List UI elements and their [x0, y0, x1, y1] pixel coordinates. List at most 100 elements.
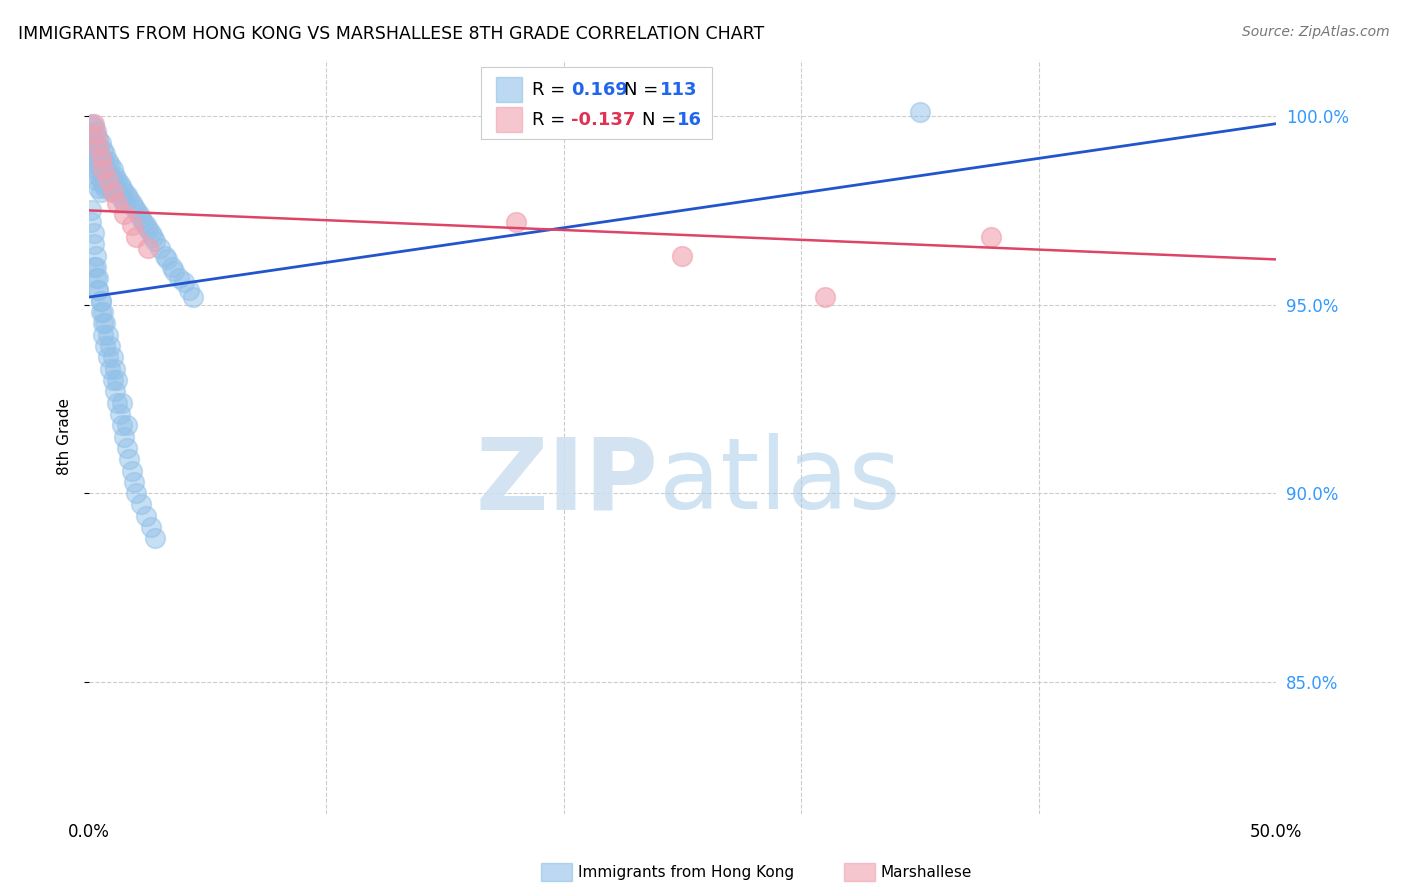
- Point: [83, 117, 105, 131]
- Point: [114, 429, 136, 443]
- Point: [105, 373, 128, 387]
- Point: [90, 151, 112, 165]
- Point: [136, 222, 159, 236]
- Point: [104, 181, 127, 195]
- Point: [84, 260, 107, 274]
- Point: [87, 169, 110, 184]
- Point: [84, 271, 107, 285]
- Text: 16: 16: [676, 111, 702, 129]
- Point: [163, 263, 186, 277]
- Point: [139, 520, 162, 534]
- Point: [90, 293, 112, 308]
- Text: Marshallese: Marshallese: [880, 865, 972, 880]
- Text: atlas: atlas: [659, 434, 900, 531]
- Point: [122, 200, 145, 214]
- Point: [143, 234, 166, 248]
- Point: [105, 173, 128, 187]
- Point: [90, 151, 112, 165]
- FancyBboxPatch shape: [496, 78, 522, 103]
- Point: [173, 275, 195, 289]
- Point: [83, 154, 105, 169]
- Text: R =: R =: [531, 81, 571, 99]
- Point: [87, 181, 110, 195]
- Point: [83, 237, 105, 252]
- Point: [101, 161, 124, 176]
- Point: [94, 317, 117, 331]
- Point: [129, 498, 152, 512]
- Point: [118, 452, 141, 467]
- Text: N =: N =: [624, 81, 658, 99]
- Point: [80, 203, 103, 218]
- Text: Source: ZipAtlas.com: Source: ZipAtlas.com: [1241, 25, 1389, 39]
- Text: -0.137: -0.137: [571, 111, 636, 129]
- Point: [114, 207, 136, 221]
- Point: [121, 195, 143, 210]
- FancyBboxPatch shape: [481, 67, 713, 139]
- Text: ZIP: ZIP: [475, 434, 659, 531]
- Point: [97, 177, 120, 191]
- Point: [125, 486, 148, 500]
- Point: [122, 475, 145, 489]
- Point: [505, 215, 527, 229]
- Point: [105, 395, 128, 409]
- Point: [87, 283, 110, 297]
- Point: [115, 418, 138, 433]
- Point: [153, 249, 176, 263]
- Point: [121, 219, 143, 233]
- Point: [105, 185, 128, 199]
- Point: [90, 185, 112, 199]
- Point: [104, 361, 127, 376]
- Point: [114, 185, 136, 199]
- Point: [97, 351, 120, 365]
- Point: [101, 185, 124, 199]
- Point: [136, 241, 159, 255]
- Point: [98, 158, 121, 172]
- Point: [129, 211, 152, 225]
- Point: [132, 215, 155, 229]
- Point: [97, 173, 120, 187]
- Point: [671, 249, 693, 263]
- Point: [105, 195, 128, 210]
- Point: [84, 173, 107, 187]
- Point: [91, 143, 114, 157]
- Point: [97, 154, 120, 169]
- Point: [149, 241, 172, 255]
- Point: [114, 195, 136, 210]
- Point: [111, 395, 134, 409]
- Point: [94, 181, 117, 195]
- Point: [91, 177, 114, 191]
- Y-axis label: 8th Grade: 8th Grade: [58, 398, 72, 475]
- Point: [83, 136, 105, 150]
- Point: [90, 305, 112, 319]
- Point: [84, 128, 107, 142]
- Point: [91, 305, 114, 319]
- Point: [111, 192, 134, 206]
- Point: [101, 373, 124, 387]
- Point: [156, 252, 179, 267]
- Point: [142, 229, 165, 244]
- Point: [135, 219, 157, 233]
- Point: [91, 166, 114, 180]
- Point: [98, 361, 121, 376]
- Text: IMMIGRANTS FROM HONG KONG VS MARSHALLESE 8TH GRADE CORRELATION CHART: IMMIGRANTS FROM HONG KONG VS MARSHALLESE…: [18, 25, 765, 43]
- Point: [111, 181, 134, 195]
- Point: [90, 173, 112, 187]
- Point: [104, 169, 127, 184]
- Point: [101, 351, 124, 365]
- FancyBboxPatch shape: [496, 107, 522, 132]
- Point: [94, 158, 117, 172]
- Point: [84, 151, 107, 165]
- Point: [94, 146, 117, 161]
- Point: [104, 384, 127, 399]
- Point: [80, 128, 103, 142]
- Point: [814, 290, 837, 304]
- Point: [87, 158, 110, 172]
- Point: [80, 215, 103, 229]
- Text: 0.169: 0.169: [571, 81, 627, 99]
- Point: [908, 105, 931, 120]
- Point: [108, 177, 131, 191]
- Point: [84, 124, 107, 138]
- Point: [98, 169, 121, 184]
- Point: [980, 229, 1002, 244]
- Point: [160, 260, 183, 274]
